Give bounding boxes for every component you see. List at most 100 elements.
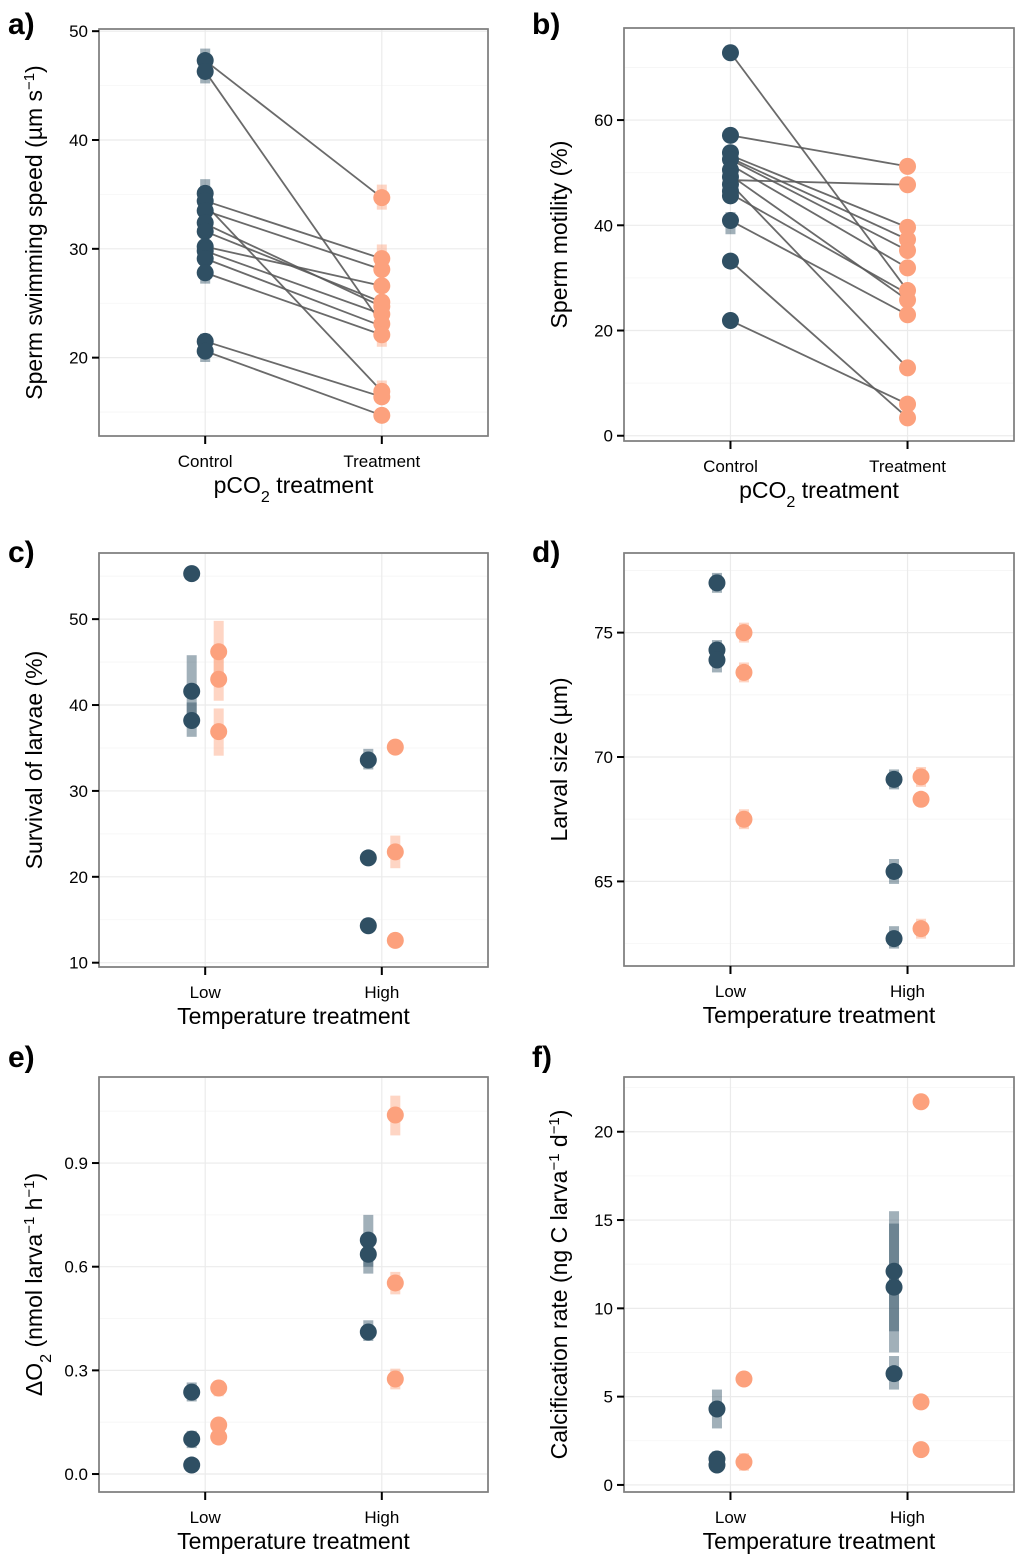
data-point-treatment — [210, 670, 228, 688]
data-point-treatment — [210, 1379, 228, 1397]
plot-frame — [98, 28, 489, 437]
pair-line — [730, 179, 908, 186]
data-point-control — [359, 1323, 377, 1341]
data-point-treatment — [386, 1106, 404, 1124]
y-tick-label: 0 — [604, 427, 613, 446]
y-axis-title: Larval size (µm) — [546, 677, 572, 841]
pair-line — [730, 157, 908, 241]
data-point-control — [359, 1231, 377, 1249]
x-tick-label: High — [890, 1508, 925, 1527]
data-point-control — [183, 711, 201, 729]
data-point-control — [885, 1365, 903, 1383]
data-point-control — [183, 1456, 201, 1474]
data-point-control — [196, 222, 214, 240]
pair-line — [730, 319, 908, 405]
pair-line — [204, 257, 383, 327]
data-point-control — [359, 1245, 377, 1263]
data-point-treatment — [373, 388, 391, 406]
data-point-control — [721, 312, 739, 330]
y-tick-label: 40 — [594, 216, 613, 235]
data-point-control — [721, 44, 739, 62]
panel-label: b) — [532, 8, 560, 41]
panel-label: a) — [8, 8, 35, 41]
y-tick-label: 70 — [594, 748, 613, 767]
data-point-control — [196, 250, 214, 268]
x-axis-title: Temperature treatment — [177, 1003, 410, 1029]
y-tick-label: 5 — [604, 1388, 613, 1407]
pair-line — [729, 183, 909, 369]
y-axis-title: Survival of larvae (%) — [21, 651, 47, 870]
x-axis-title: pCO2 treatment — [214, 472, 374, 506]
data-point-treatment — [210, 1428, 228, 1446]
data-point-treatment — [912, 1093, 930, 1111]
data-point-treatment — [912, 920, 930, 938]
plot-frame — [623, 1076, 1015, 1493]
data-point-treatment — [735, 624, 753, 642]
x-tick-label: Low — [190, 1508, 222, 1527]
y-tick-label: 20 — [594, 322, 613, 341]
x-tick-label: Low — [715, 1508, 747, 1527]
data-point-control — [359, 751, 377, 769]
pair-line — [730, 154, 908, 229]
data-point-control — [183, 1383, 201, 1401]
x-tick-label: High — [364, 1508, 399, 1527]
y-tick-label: 20 — [594, 1123, 613, 1142]
pair-line — [204, 59, 383, 199]
y-tick-label: 10 — [594, 1299, 613, 1318]
x-tick-label: Treatment — [869, 457, 946, 476]
data-point-treatment — [386, 843, 404, 861]
data-point-treatment — [386, 1370, 404, 1388]
plot-frame — [98, 552, 489, 968]
pair-line — [204, 250, 383, 315]
data-point-treatment — [210, 1416, 228, 1434]
plot-border — [623, 27, 1015, 442]
pair-line — [730, 219, 908, 316]
data-point-treatment — [386, 1274, 404, 1292]
data-point-control — [196, 264, 214, 282]
plot-border — [98, 28, 489, 437]
data-point-treatment — [373, 406, 391, 424]
data-point-control — [885, 930, 903, 948]
data-point-treatment — [386, 931, 404, 949]
plot-border — [98, 552, 489, 968]
data-point-treatment — [912, 1393, 930, 1411]
pair-line — [730, 192, 908, 295]
pair-line — [730, 134, 908, 168]
data-point-control — [183, 682, 201, 700]
data-point-control — [721, 187, 739, 205]
pair-line — [204, 350, 383, 417]
pair-line — [204, 271, 383, 336]
y-tick-label: 40 — [69, 696, 88, 715]
data-point-treatment — [210, 723, 228, 741]
y-tick-label: 65 — [594, 872, 613, 891]
y-axis-title: ΔO2 (nmol larva−1 h−1) — [21, 1173, 56, 1396]
data-point-control — [885, 862, 903, 880]
data-point-control — [708, 574, 726, 592]
data-point-treatment — [912, 768, 930, 786]
x-tick-label: Low — [190, 983, 222, 1002]
pair-line — [730, 158, 908, 252]
y-tick-label: 0.9 — [64, 1154, 88, 1173]
data-point-control — [196, 62, 214, 80]
pair-line — [204, 203, 383, 392]
pair-line — [204, 70, 383, 325]
data-point-control — [196, 202, 214, 220]
y-tick-label: 60 — [594, 111, 613, 130]
data-point-treatment — [899, 242, 917, 260]
x-tick-label: Treatment — [343, 452, 420, 471]
data-point-treatment — [899, 218, 917, 236]
y-tick-label: 0 — [604, 1476, 613, 1495]
data-point-treatment — [735, 1453, 753, 1471]
y-tick-label: 20 — [69, 349, 88, 368]
x-tick-label: Control — [178, 452, 233, 471]
y-tick-label: 10 — [69, 954, 88, 973]
data-point-treatment — [899, 359, 917, 377]
y-tick-label: 50 — [69, 610, 88, 629]
data-point-control — [708, 1456, 726, 1474]
y-tick-label: 75 — [594, 624, 613, 643]
